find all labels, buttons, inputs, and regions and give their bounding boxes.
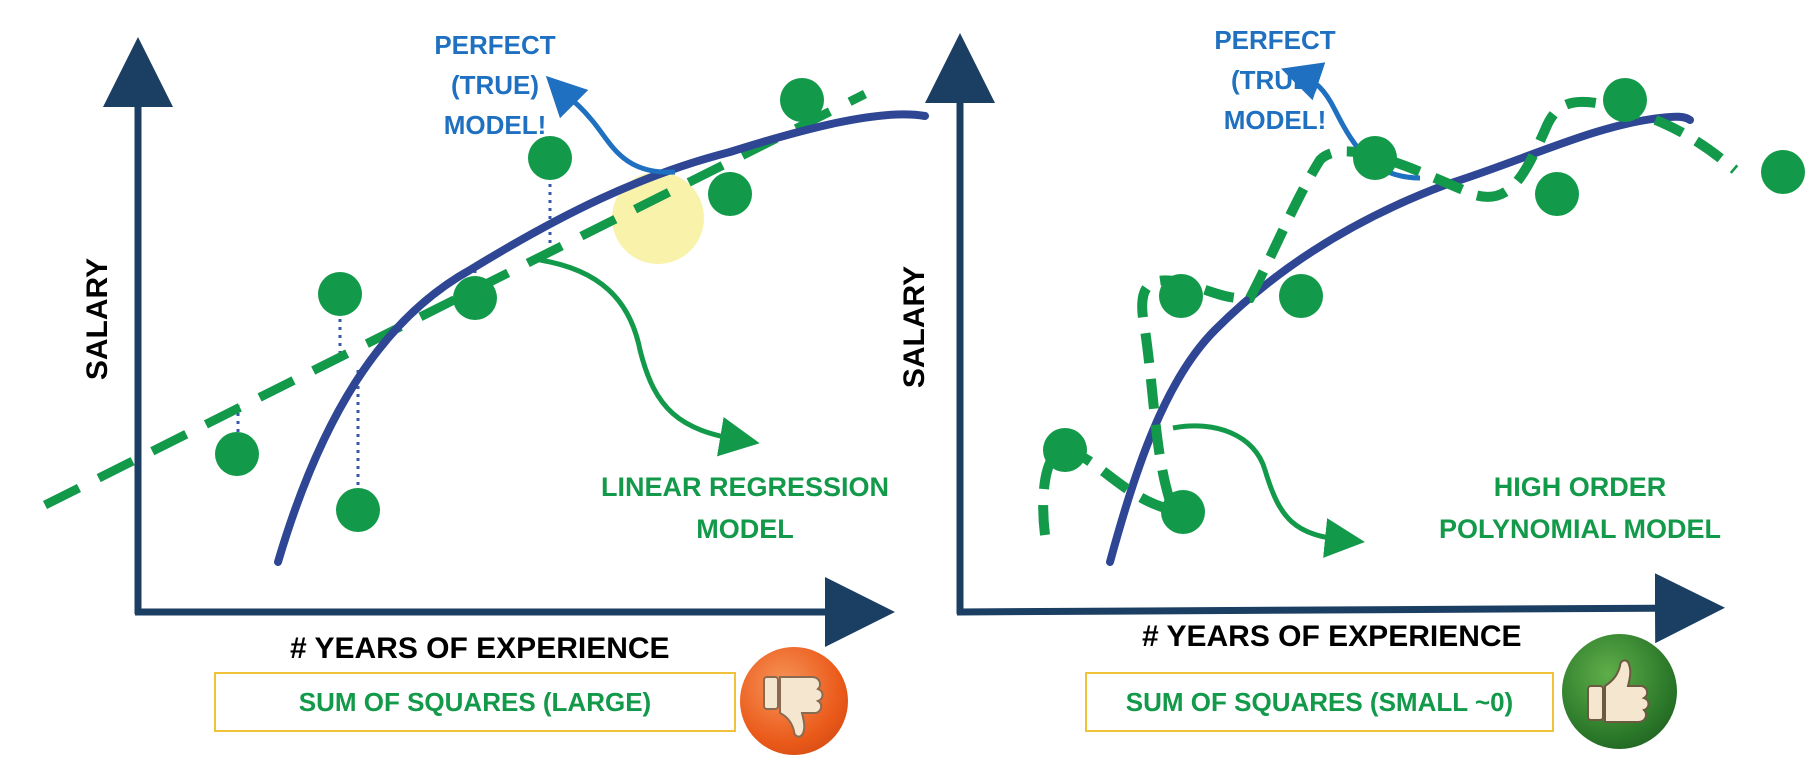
sum-of-squares-box: SUM OF SQUARES (SMALL ~0)	[1085, 672, 1554, 732]
thumbs-up-icon	[1562, 634, 1677, 749]
polynomial-plot	[925, 33, 1805, 644]
linear-regression-label: LINEAR REGRESSION MODEL	[575, 466, 915, 550]
fit-model-label-line-1: HIGH ORDER	[1493, 472, 1667, 502]
y-axis-title: SALARY	[898, 265, 931, 389]
fit-model-pointer	[539, 257, 760, 457]
y-axis-title: SALARY	[81, 257, 114, 381]
polynomial-panel: PERFECT (TRUE) MODEL! HIGH ORDER POLYNOM…	[898, 0, 1820, 770]
sum-of-squares-box: SUM OF SQUARES (LARGE)	[214, 672, 736, 732]
true-model-label-line-1: PERFECT	[1214, 25, 1336, 55]
true-model-label-line-3: MODEL!	[443, 110, 547, 140]
x-axis-title: # YEARS OF EXPERIENCE	[1142, 620, 1522, 653]
true-model-pointer	[545, 75, 676, 175]
fit-model-label-line-1: LINEAR REGRESSION	[600, 472, 890, 502]
linear-regression-panel: PERFECT (TRUE) MODEL! LINEAR REGRESSION …	[42, 25, 929, 755]
thumbs-down-icon	[740, 647, 848, 755]
true-model-label-line-2: (TRUE)	[1230, 65, 1320, 95]
true-model-label-line-3: MODEL!	[1223, 105, 1327, 135]
linear-regression-line	[42, 89, 868, 510]
x-axis-title: # YEARS OF EXPERIENCE	[290, 632, 670, 665]
true-model-label-line-2: (TRUE)	[450, 70, 540, 100]
fit-model-pointer	[1172, 423, 1365, 558]
true-model-label-line-1: PERFECT	[434, 30, 556, 60]
x-axis	[956, 573, 1725, 644]
highlight-spot	[612, 172, 704, 264]
data-points	[215, 78, 824, 532]
fit-model-label-line-2: MODEL	[696, 514, 794, 544]
polynomial-model-label: HIGH ORDER POLYNOMIAL MODEL	[1415, 466, 1745, 550]
true-model-label: PERFECT (TRUE) MODEL!	[1185, 20, 1365, 140]
polynomial-curve	[1038, 96, 1739, 536]
true-model-label: PERFECT (TRUE) MODEL!	[400, 25, 590, 145]
data-points	[1043, 78, 1805, 534]
fit-model-label-line-2: POLYNOMIAL MODEL	[1438, 514, 1722, 544]
true-model-curve	[274, 110, 929, 566]
linear-regression-plot	[42, 37, 929, 647]
